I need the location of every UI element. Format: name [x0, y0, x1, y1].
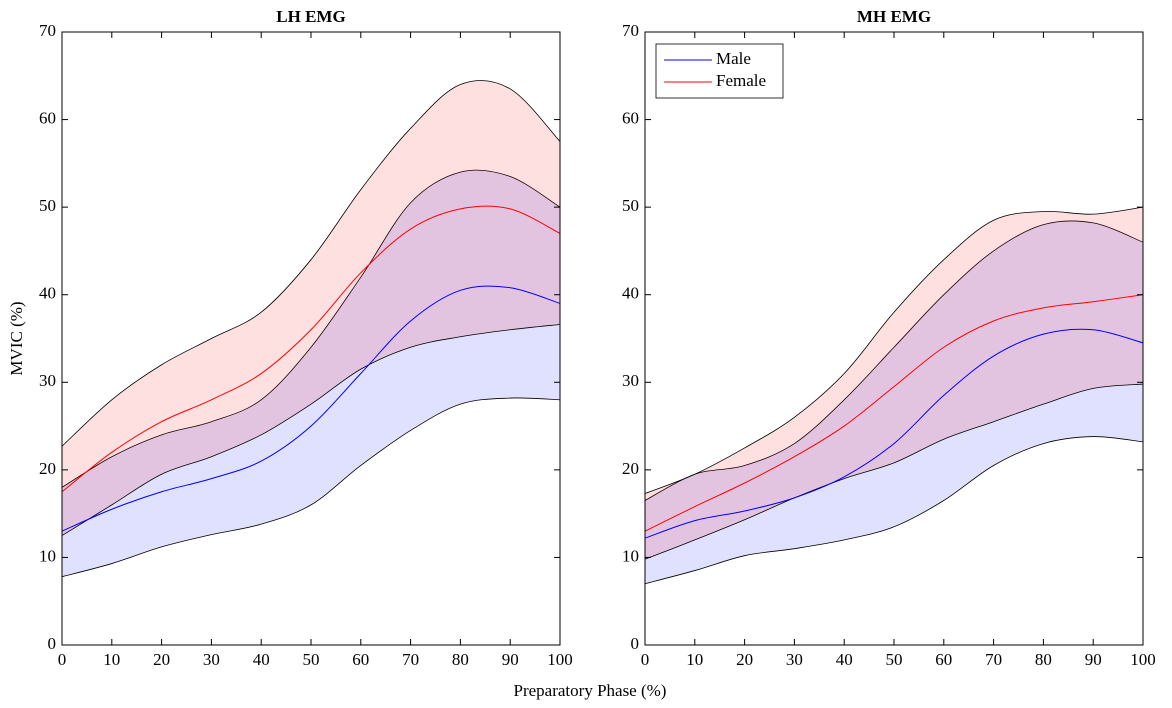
legend-label: Female	[716, 71, 766, 90]
band	[62, 80, 560, 537]
x-tick-label: 60	[935, 650, 952, 669]
y-tick-label: 40	[39, 284, 56, 303]
y-tick-label: 50	[622, 196, 639, 215]
x-axis-label: Preparatory Phase (%)	[514, 681, 667, 700]
band	[62, 169, 560, 578]
x-tick-label: 70	[985, 650, 1002, 669]
y-axis-label: MVIC (%)	[7, 301, 26, 375]
x-tick-label: 60	[352, 650, 369, 669]
legend-box	[655, 43, 784, 99]
x-tick-label: 100	[1130, 650, 1156, 669]
chart-title: LH EMG	[276, 7, 345, 26]
y-tick-label: 60	[39, 108, 56, 127]
x-tick-label: 10	[103, 650, 120, 669]
x-tick-label: 40	[253, 650, 270, 669]
plot-area	[62, 80, 560, 578]
y-tick-label: 0	[48, 634, 57, 653]
x-tick-label: 80	[452, 650, 469, 669]
y-tick-label: 70	[39, 21, 56, 40]
x-tick-label: 20	[153, 650, 170, 669]
y-tick-label: 40	[622, 284, 639, 303]
y-tick-label: 0	[631, 634, 640, 653]
x-tick-label: 50	[303, 650, 320, 669]
y-tick-label: 10	[622, 546, 639, 565]
x-tick-label: 90	[1085, 650, 1102, 669]
plot-area	[645, 206, 1143, 585]
x-tick-label: 90	[502, 650, 519, 669]
x-tick-label: 50	[886, 650, 903, 669]
x-tick-label: 70	[402, 650, 419, 669]
chart-title: MH EMG	[857, 7, 931, 26]
x-tick-label: 0	[58, 650, 67, 669]
mean-line	[62, 285, 560, 532]
mean-line	[62, 205, 560, 493]
x-tick-label: 30	[203, 650, 220, 669]
y-tick-label: 70	[622, 21, 639, 40]
y-tick-label: 30	[622, 371, 639, 390]
x-tick-label: 80	[1035, 650, 1052, 669]
x-tick-label: 0	[641, 650, 650, 669]
y-tick-label: 20	[39, 459, 56, 478]
legend-label: Male	[716, 49, 751, 68]
mean-line	[645, 328, 1143, 539]
x-tick-label: 40	[836, 650, 853, 669]
y-tick-label: 20	[622, 459, 639, 478]
y-tick-label: 30	[39, 371, 56, 390]
x-tick-label: 30	[786, 650, 803, 669]
y-tick-label: 50	[39, 196, 56, 215]
x-tick-label: 100	[547, 650, 573, 669]
y-tick-label: 60	[622, 108, 639, 127]
x-tick-label: 10	[686, 650, 703, 669]
y-tick-label: 10	[39, 546, 56, 565]
x-tick-label: 20	[736, 650, 753, 669]
mean-line	[645, 294, 1143, 532]
